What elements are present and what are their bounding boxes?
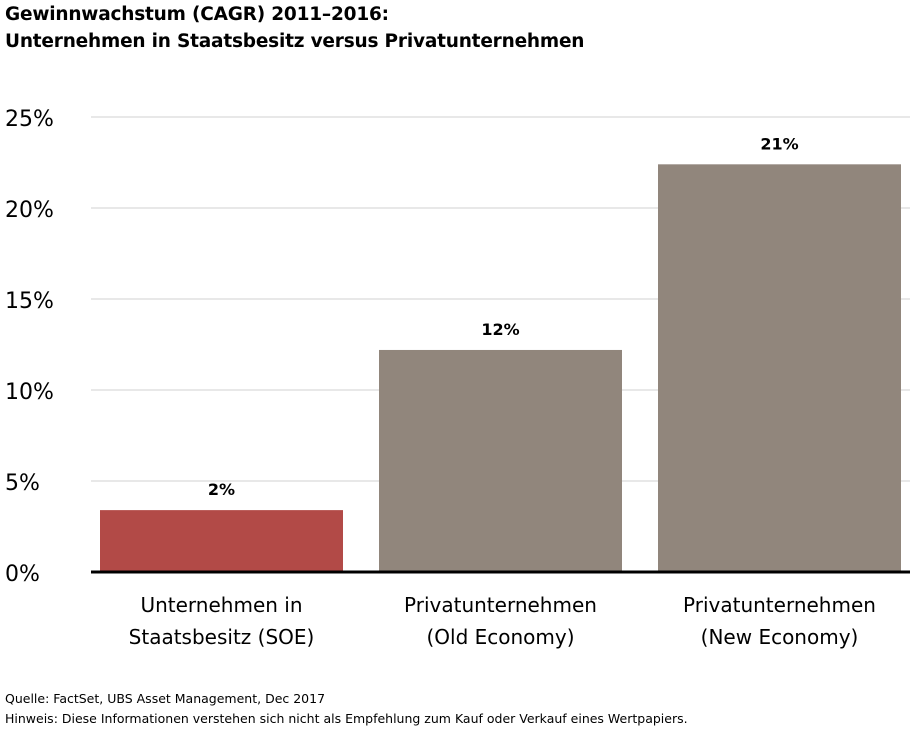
x-tick-label: (Old Economy) — [426, 625, 574, 649]
bar — [658, 164, 901, 572]
data-label: 12% — [481, 320, 519, 339]
y-tick-label: 25% — [5, 107, 54, 132]
x-tick-label: (New Economy) — [701, 625, 859, 649]
y-tick-label: 0% — [5, 562, 40, 587]
data-label: 21% — [760, 134, 798, 153]
bar — [100, 510, 343, 572]
y-tick-label: 5% — [5, 471, 40, 496]
chart-title: Gewinnwachstum (CAGR) 2011–2016: — [5, 4, 389, 25]
chart-subtitle: Unternehmen in Staatsbesitz versus Priva… — [5, 31, 585, 52]
x-tick-label: Privatunternehmen — [404, 593, 597, 617]
bar — [379, 349, 622, 572]
data-label: 2% — [208, 480, 235, 499]
disclaimer-note: Hinweis: Diese Informationen verstehen s… — [5, 711, 688, 726]
y-tick-label: 10% — [5, 380, 54, 405]
x-tick-label: Privatunternehmen — [683, 593, 876, 617]
x-tick-label: Unternehmen in — [140, 593, 302, 617]
x-tick-label: Staatsbesitz (SOE) — [129, 625, 315, 649]
source-note: Quelle: FactSet, UBS Asset Management, D… — [5, 691, 326, 706]
y-tick-label: 15% — [5, 289, 54, 314]
y-tick-label: 20% — [5, 198, 54, 223]
